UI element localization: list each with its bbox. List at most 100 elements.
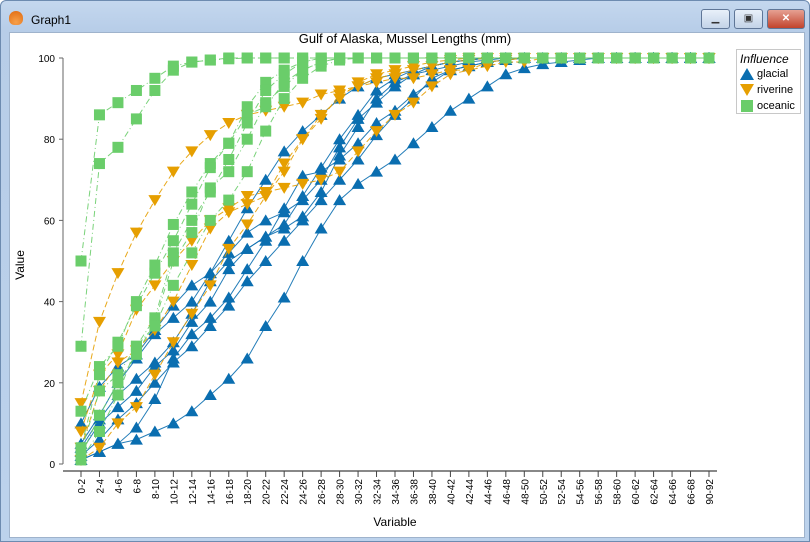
data-point-glacial: [185, 340, 199, 352]
x-axis-label: Variable: [373, 515, 416, 529]
data-point-oceanic: [167, 255, 179, 267]
data-point-oceanic: [297, 64, 309, 76]
data-point-oceanic: [315, 60, 327, 72]
data-point-oceanic: [112, 377, 124, 389]
data-point-oceanic: [260, 125, 272, 137]
x-tick-label: 26-28: [317, 479, 328, 505]
data-point-oceanic: [186, 198, 198, 210]
window-title: Graph1: [31, 13, 72, 27]
data-point-glacial: [333, 173, 347, 185]
y-tick-label: 60: [44, 216, 56, 227]
data-point-oceanic: [371, 52, 383, 64]
x-tick-label: 0-2: [77, 479, 88, 494]
data-point-riverine: [314, 174, 328, 186]
data-point-oceanic: [130, 340, 142, 352]
x-tick-label: 42-44: [465, 479, 476, 505]
data-point-glacial: [203, 388, 217, 400]
y-tick-label: 100: [38, 54, 55, 65]
data-point-glacial: [333, 194, 347, 206]
data-point-oceanic: [204, 162, 216, 174]
data-point-oceanic: [93, 109, 105, 121]
data-point-oceanic: [297, 56, 309, 68]
data-point-oceanic: [278, 80, 290, 92]
data-point-oceanic: [555, 52, 567, 64]
data-point-oceanic: [241, 101, 253, 113]
data-point-glacial: [240, 275, 254, 287]
data-point-glacial: [111, 437, 125, 449]
y-axis-label: Value: [13, 250, 27, 280]
legend-item-riverine: riverine: [740, 82, 800, 98]
data-point-glacial: [240, 352, 254, 364]
data-point-glacial: [277, 291, 291, 303]
data-point-oceanic: [297, 72, 309, 84]
data-point-glacial: [222, 255, 236, 266]
data-point-riverine: [462, 65, 476, 77]
close-button[interactable]: ✕: [767, 9, 805, 29]
data-point-riverine: [74, 398, 88, 410]
data-point-glacial: [443, 104, 457, 116]
data-point-oceanic: [149, 267, 161, 279]
data-point-riverine: [111, 357, 125, 369]
x-tick-label: 90-92: [705, 479, 716, 505]
data-point-glacial: [129, 384, 143, 396]
x-tick-label: 18-20: [243, 479, 254, 505]
data-point-glacial: [203, 267, 217, 279]
data-point-oceanic: [278, 93, 290, 105]
data-point-oceanic: [149, 320, 161, 332]
series-line-oceanic: [80, 57, 709, 461]
x-tick-label: 34-36: [391, 479, 402, 505]
triangle-down-icon: [740, 84, 754, 96]
data-point-oceanic: [407, 52, 419, 64]
data-point-glacial: [203, 319, 217, 331]
data-point-riverine: [314, 109, 328, 121]
data-point-riverine: [240, 199, 254, 211]
data-point-oceanic: [352, 52, 364, 64]
data-point-riverine: [425, 81, 439, 93]
data-point-glacial: [222, 291, 236, 303]
data-point-riverine: [166, 296, 180, 308]
data-point-glacial: [240, 263, 254, 275]
data-point-oceanic: [167, 235, 179, 247]
x-tick-label: 44-46: [483, 479, 494, 505]
data-point-glacial: [185, 328, 199, 340]
minimize-button[interactable]: ▁: [701, 9, 730, 29]
data-point-glacial: [222, 234, 236, 246]
x-tick-label: 50-52: [539, 479, 550, 505]
data-point-glacial: [406, 137, 420, 149]
data-point-oceanic: [629, 52, 641, 64]
data-point-glacial: [296, 214, 310, 226]
data-point-riverine: [406, 97, 420, 109]
data-point-glacial: [203, 295, 217, 307]
data-point-riverine: [296, 178, 310, 190]
data-point-riverine: [388, 109, 402, 121]
data-point-glacial: [296, 125, 310, 137]
data-point-glacial: [351, 108, 365, 120]
data-point-riverine: [296, 134, 310, 146]
data-point-riverine: [148, 369, 162, 381]
data-point-glacial: [314, 185, 328, 197]
data-point-riverine: [351, 77, 365, 89]
data-point-oceanic: [703, 52, 715, 64]
x-tick-label: 54-56: [576, 479, 587, 505]
data-point-glacial: [166, 311, 180, 323]
data-point-oceanic: [93, 158, 105, 170]
data-point-glacial: [333, 153, 347, 165]
data-point-glacial: [406, 88, 420, 100]
data-point-riverine: [314, 89, 328, 101]
legend-label: riverine: [757, 84, 794, 96]
data-point-glacial: [259, 255, 273, 266]
data-point-glacial: [203, 311, 217, 323]
data-point-oceanic: [186, 186, 198, 198]
chart-title: Gulf of Alaska, Mussel Lengths (mm): [299, 31, 511, 46]
data-point-glacial: [499, 68, 513, 80]
x-tick-label: 6-8: [132, 479, 143, 494]
x-tick-label: 10-12: [169, 479, 180, 505]
maximize-button[interactable]: ▣: [734, 9, 763, 29]
data-point-oceanic: [186, 247, 198, 259]
triangle-up-icon: [740, 68, 754, 80]
data-point-oceanic: [112, 97, 124, 109]
legend-title: Influence: [740, 52, 789, 66]
data-point-oceanic: [481, 52, 493, 64]
title-bar[interactable]: Graph1 ▁ ▣ ✕: [1, 1, 809, 32]
